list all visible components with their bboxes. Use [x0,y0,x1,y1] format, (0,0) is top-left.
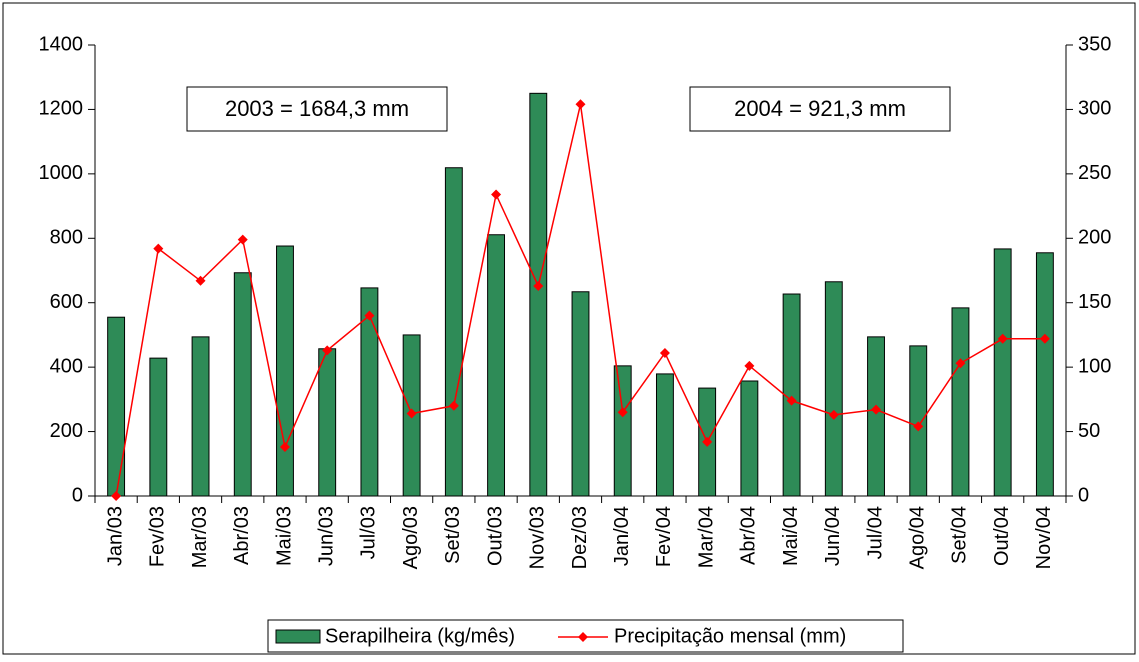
y2-tick-label: 0 [1078,484,1089,506]
x-tick-label: Out/04 [991,506,1013,566]
bar [993,248,1012,497]
y2-tick-label: 300 [1078,98,1111,120]
marker [195,275,206,286]
y2-tick-label: 350 [1078,33,1111,55]
legend-label: Serapilheira (kg/mês) [325,625,515,647]
y2-tick-label: 250 [1078,162,1111,184]
bar [867,336,885,497]
bar [191,336,210,497]
y2-tick-label: 50 [1078,420,1100,442]
bar [824,281,843,497]
marker [237,234,248,245]
bar [740,380,759,497]
marker [575,99,586,110]
bar [444,167,463,497]
bar [276,245,294,497]
bar [571,291,590,497]
marker [153,243,164,254]
y2-tick-label: 100 [1078,355,1111,377]
x-tick-label: Mar/04 [695,506,717,568]
bar [909,345,928,497]
bar [951,307,970,497]
x-tick-label: Jul/03 [358,506,380,559]
marker [997,333,1008,344]
y-tick-label: 1400 [39,33,84,55]
marker [111,491,122,501]
x-tick-label: Fev/04 [653,506,675,567]
annotation: 2004 = 921,3 mm [734,96,906,121]
x-tick-label: Set/03 [442,506,464,564]
marker [279,442,290,453]
bar [1035,252,1054,497]
marker [617,407,628,418]
x-tick-label: Jan/04 [611,506,633,566]
x-tick-label: Jun/04 [822,506,844,566]
marker [364,310,375,321]
bar [487,234,506,497]
x-tick-label: Set/04 [949,506,971,564]
x-tick-label: Mai/03 [273,506,295,566]
x-tick-label: Jun/03 [315,506,337,566]
x-tick-label: Dez/03 [569,506,591,569]
bar [529,92,548,497]
marker [786,395,797,406]
y-tick-label: 200 [50,420,83,442]
bar [613,365,632,497]
annotation: 2003 = 1684,3 mm [225,96,409,121]
x-tick-label: Nov/03 [527,506,549,569]
marker [871,404,882,415]
y-tick-label: 1200 [39,98,84,120]
bar [655,373,674,497]
marker [659,347,670,358]
bar [107,316,126,497]
marker [406,408,417,419]
x-tick-label: Jan/03 [104,506,126,566]
marker [828,409,839,420]
annotation-box [186,86,448,132]
marker [1039,333,1050,344]
x-tick-label: Mar/03 [189,506,211,568]
x-tick-label: Nov/04 [1033,506,1055,569]
annotation-box [689,86,951,132]
y2-tick-label: 200 [1078,227,1111,249]
y-tick-label: 400 [50,355,83,377]
marker [955,358,966,369]
y-tick-label: 0 [72,484,83,506]
x-tick-label: Abr/04 [738,506,760,565]
marker [533,280,544,291]
bar [360,287,379,497]
marker [448,400,459,411]
marker [322,345,333,356]
x-tick-label: Ago/03 [400,506,422,569]
legend-marker [578,632,588,642]
marker [913,421,924,432]
x-tick-label: Abr/03 [231,506,253,565]
y-tick-label: 800 [50,227,83,249]
bar [149,357,168,497]
legend-swatch [275,629,321,644]
marker [491,189,502,200]
x-tick-label: Ago/04 [907,506,929,569]
y-tick-label: 1000 [39,162,84,184]
marker [744,360,755,371]
y-tick-label: 600 [50,291,83,313]
y2-tick-label: 150 [1078,291,1111,313]
x-tick-label: Out/03 [484,506,506,566]
x-tick-label: Fev/03 [147,506,169,567]
bar [233,272,252,497]
bar [782,293,801,497]
x-tick-label: Jul/04 [864,506,886,559]
marker [702,436,713,447]
bar [318,348,337,497]
x-tick-label: Mai/04 [780,506,802,566]
legend-label: Precipitação mensal (mm) [614,625,846,647]
